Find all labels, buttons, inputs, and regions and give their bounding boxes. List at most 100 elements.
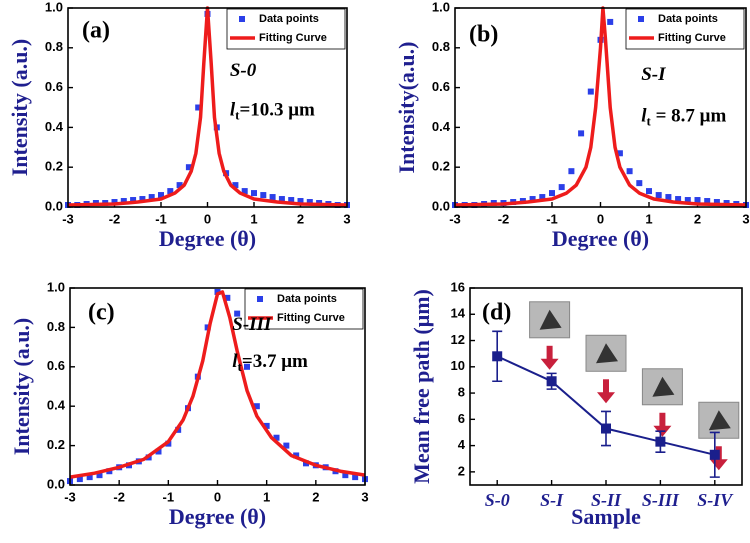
y-tick-label: 2 [458,463,465,478]
data-point [655,192,662,199]
data-point [185,164,192,171]
x-tick-label: 0 [597,211,604,226]
data-point [646,188,652,195]
legend-label: Data points [277,293,337,305]
y-tick-label: 14 [451,306,466,321]
plot-frame [69,287,366,486]
y-tick-label: 0.4 [432,119,451,134]
y-tick-label: 1.0 [45,0,63,14]
panel-label: (d) [482,300,511,326]
y-tick-label: 0.2 [432,159,450,174]
legend-box [244,288,364,330]
y-tick-label: 0.6 [47,358,65,373]
arrow-head [709,459,728,471]
data-point [241,188,248,195]
data-point [232,182,239,189]
data-point [549,190,555,197]
x-tick-label: S-0 [485,490,510,510]
y-axis-label: Intensity (a.u.) [9,318,34,456]
y-tick-label: 8 [458,385,465,400]
lt-value: =10.3 μm [239,100,315,121]
data-point [111,199,118,206]
legend: Data points Fitting Curve [226,8,346,50]
data-point [167,188,174,195]
legend-label: Fitting Curve [277,312,345,324]
arrow-shaft [659,412,666,427]
plot-frame [469,287,743,486]
data-point [130,197,137,204]
data-point [251,190,257,197]
legend-marker [638,16,644,22]
y-tick-label: 0.0 [432,198,450,213]
y-tick-label: 0.2 [45,159,63,174]
data-point [253,403,260,410]
data-point [342,472,349,479]
x-tick-label: S-III [642,490,680,510]
transport-length: lt=3.7 μm [232,351,308,374]
y-axis-label: Intensity(a.u.) [394,41,419,173]
data-point [224,294,231,301]
data-point [120,198,127,205]
data-point [176,182,183,189]
data-point [244,363,250,370]
x-tick-label: 1 [645,211,652,226]
x-tick-label: 1 [263,489,270,504]
x-tick-label: 0 [214,489,221,504]
x-tick-label: -3 [64,489,76,504]
arrow-head [597,392,615,404]
sample-name: S-III [232,314,272,335]
x-tick-label: 1 [250,211,257,226]
x-tick-label: 3 [742,211,749,226]
arrow-shaft [546,345,553,360]
tem-thumbnail [641,368,683,406]
data-point [655,436,666,447]
panel-label: (a) [82,18,110,44]
data-point [306,199,313,206]
y-tick-label: 0.6 [432,79,450,94]
data-point [96,472,103,479]
y-tick-label: 0.4 [45,119,64,134]
plot-frame [67,7,348,208]
legend-box [226,8,346,50]
data-point [273,434,280,441]
x-tick-label: -1 [546,211,558,226]
transport-length: lt = 8.7 μm [641,106,726,129]
panel-label: (c) [88,300,115,326]
data-point [283,442,290,449]
x-axis-label: Degree (θ) [169,504,266,529]
data-point [601,423,611,434]
data-point [684,197,691,204]
x-tick-label: -2 [498,211,510,226]
fitting-curve [69,290,366,479]
y-tick-label: 10 [451,358,465,373]
tem-particle [708,410,731,431]
data-point [713,199,720,206]
data-point [704,198,711,205]
data-point [234,310,241,317]
data-point [155,448,162,455]
y-tick-label: 12 [451,332,465,347]
data-point [675,196,682,203]
lt-subscript: t [235,107,240,122]
data-point [607,18,614,25]
data-point [587,88,594,95]
data-point [626,168,633,175]
data-point [352,474,359,481]
x-tick-label: 3 [343,211,350,226]
x-tick-label: -3 [449,211,461,226]
data-point [578,130,585,137]
lt-symbol: l [230,100,236,121]
y-tick-label: 4 [458,437,466,452]
data-point [269,194,276,201]
arrow-head [540,358,559,370]
legend: Data points Fitting Curve [625,8,745,50]
data-point [709,449,720,460]
lt-value: = 8.7 μm [651,106,727,127]
y-tick-label: 0.0 [45,198,63,213]
x-tick-label: 0 [204,211,211,226]
data-point [278,196,285,203]
sample-name: S-I [641,64,666,85]
data-point [293,452,300,459]
x-tick-label: -3 [62,211,74,226]
